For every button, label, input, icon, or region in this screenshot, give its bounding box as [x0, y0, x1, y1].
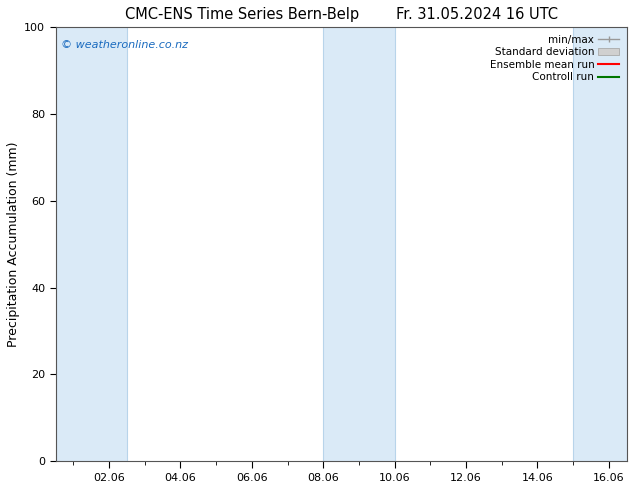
- Legend: min/max, Standard deviation, Ensemble mean run, Controll run: min/max, Standard deviation, Ensemble me…: [488, 32, 621, 84]
- Bar: [323, 27, 394, 461]
- Bar: [56, 27, 127, 461]
- Text: © weatheronline.co.nz: © weatheronline.co.nz: [61, 40, 188, 50]
- Title: CMC-ENS Time Series Bern-Belp        Fr. 31.05.2024 16 UTC: CMC-ENS Time Series Bern-Belp Fr. 31.05.…: [124, 7, 557, 22]
- Bar: [573, 27, 626, 461]
- Y-axis label: Precipitation Accumulation (mm): Precipitation Accumulation (mm): [7, 142, 20, 347]
